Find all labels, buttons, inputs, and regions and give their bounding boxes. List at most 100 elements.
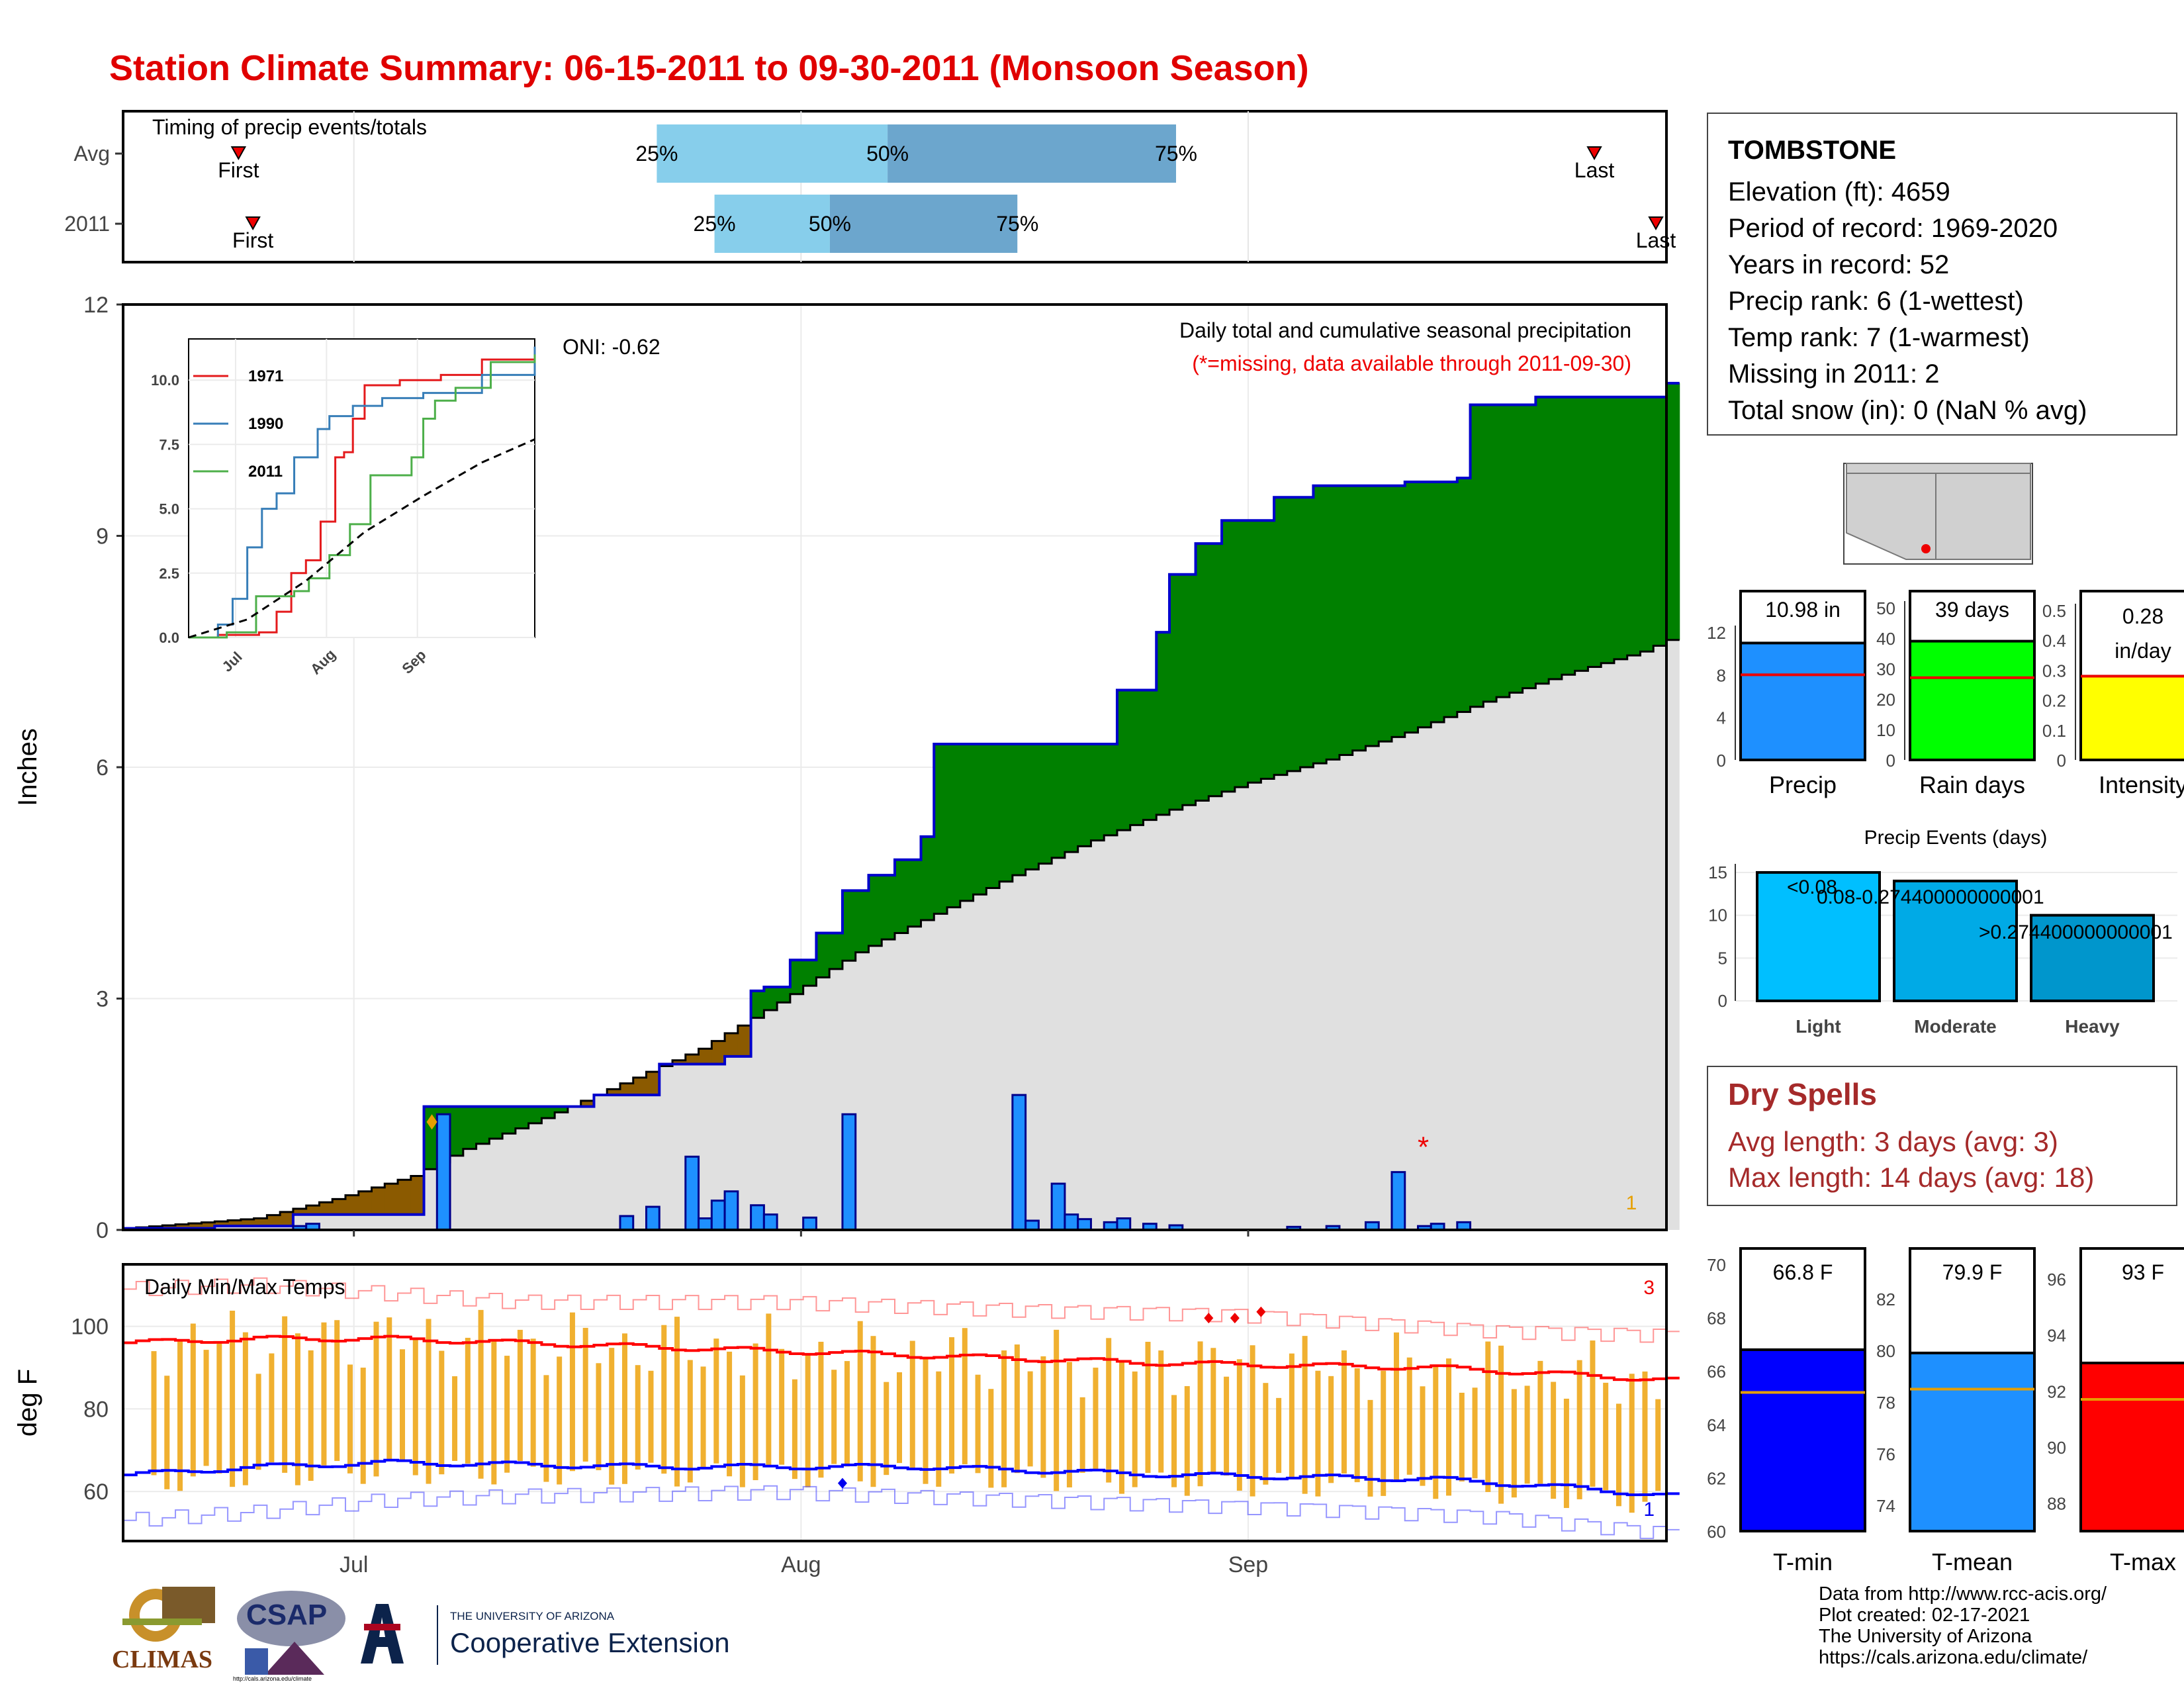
daily-temp-range-bar bbox=[988, 1389, 994, 1488]
above-normal-area bbox=[1549, 397, 1563, 679]
above-normal-area bbox=[1143, 690, 1157, 820]
temp-small-ytick-label: 66 bbox=[1707, 1362, 1726, 1382]
last-label: Last bbox=[1574, 158, 1615, 182]
above-normal-area bbox=[1208, 543, 1222, 796]
normal-precip-area bbox=[123, 639, 1680, 1230]
dry-spells-box: Dry Spells Avg length: 3 days (avg: 3) M… bbox=[1707, 1066, 2177, 1206]
daily-temp-range-bar bbox=[1132, 1371, 1138, 1487]
above-normal-area bbox=[1339, 485, 1353, 755]
daily-temp-range-bar bbox=[1590, 1340, 1596, 1487]
below-normal-area bbox=[188, 1223, 203, 1229]
temp-small-ytick-label: 90 bbox=[2047, 1438, 2066, 1458]
last-marker-icon bbox=[1648, 216, 1664, 231]
above-normal-area bbox=[1038, 744, 1052, 864]
daily-temp-range-bar bbox=[727, 1351, 733, 1477]
temp-missing-max: 3 bbox=[1643, 1277, 1655, 1299]
temp-missing-min: 1 bbox=[1643, 1499, 1655, 1521]
last-marker-icon bbox=[1586, 146, 1602, 161]
first-label: First bbox=[232, 228, 273, 252]
small-ytick-label: 0 bbox=[1717, 751, 1726, 771]
climas-logo-text: CLIMAS bbox=[112, 1646, 213, 1673]
temp-value-bar bbox=[2079, 1362, 2184, 1532]
daily-temp-range-bar bbox=[387, 1317, 392, 1462]
ua-line2: Cooperative Extension bbox=[450, 1627, 730, 1658]
precip-panel-border bbox=[122, 303, 1668, 1231]
below-normal-area bbox=[725, 1033, 739, 1056]
daily-temp-range-bar bbox=[1210, 1348, 1216, 1474]
temp-ytick-label: 100 bbox=[71, 1315, 109, 1340]
station-line: Years in record: 52 bbox=[1728, 250, 1950, 279]
above-normal-area bbox=[1561, 397, 1576, 675]
small-ytick-label: 8 bbox=[1717, 665, 1726, 685]
climas-logo: CLIMAS bbox=[109, 1579, 218, 1678]
timing-row-label: 2011 bbox=[64, 212, 110, 236]
daily-temp-range-bar bbox=[557, 1356, 563, 1485]
oni-label: ONI: -0.62 bbox=[563, 335, 660, 359]
daily-temp-range-bar bbox=[255, 1374, 261, 1470]
daily-temp-range-bar bbox=[1184, 1385, 1190, 1496]
daily-precip-bar bbox=[841, 1113, 857, 1231]
daily-temp-range-bar bbox=[1498, 1345, 1504, 1504]
above-normal-area bbox=[528, 1106, 542, 1123]
daily-temp-range-bar bbox=[1118, 1362, 1124, 1494]
timing-pct-label: 75% bbox=[1155, 142, 1197, 165]
event-bar bbox=[1893, 879, 2018, 1002]
small-ytick-label: 12 bbox=[1707, 623, 1726, 643]
daily-temp-range-bar bbox=[1014, 1344, 1020, 1474]
credit-line: Plot created: 02-17-2021 bbox=[1819, 1605, 2030, 1626]
csap-cloud-icon bbox=[237, 1591, 345, 1646]
above-normal-area bbox=[882, 875, 895, 940]
inset-ytick-label: 2.5 bbox=[159, 565, 179, 582]
inset-legend-label: 1990 bbox=[248, 415, 283, 433]
above-normal-area bbox=[842, 890, 856, 961]
daily-temp-range-bar bbox=[621, 1333, 627, 1484]
daily-temp-range-bar bbox=[609, 1348, 615, 1485]
above-normal-area bbox=[1404, 481, 1419, 733]
daily-temp-range-bar bbox=[334, 1320, 340, 1462]
above-normal-area bbox=[1234, 520, 1249, 788]
daily-temp-range-bar bbox=[1524, 1385, 1530, 1484]
small-ytick-label: 30 bbox=[1876, 659, 1895, 679]
above-normal-area bbox=[476, 1106, 490, 1144]
above-normal-area bbox=[1588, 397, 1602, 667]
timing-pct-label: 25% bbox=[694, 212, 736, 236]
daily-temp-range-bar bbox=[530, 1338, 536, 1467]
temp-category-label: T-mean bbox=[1932, 1548, 2013, 1575]
above-normal-area bbox=[424, 1106, 437, 1170]
station-line: Elevation (ft): 4659 bbox=[1728, 177, 1950, 207]
above-normal-area bbox=[1104, 744, 1118, 835]
below-normal-area bbox=[214, 1221, 228, 1227]
above-normal-area bbox=[921, 836, 934, 921]
timing-row-label: Avg bbox=[73, 142, 110, 165]
above-normal-area bbox=[1509, 404, 1524, 693]
daily-temp-range-bar bbox=[282, 1316, 288, 1473]
small-ytick-label: 0.3 bbox=[2042, 661, 2066, 680]
above-normal-area bbox=[1091, 744, 1105, 841]
inset-ytick-label: 7.5 bbox=[159, 436, 179, 453]
value-bar bbox=[1909, 639, 2036, 761]
utah-shape bbox=[1846, 463, 2031, 474]
daily-temp-range-bar bbox=[635, 1365, 641, 1470]
small-ytick-label: 0 bbox=[2057, 751, 2066, 771]
csap-logo-text: CSAP bbox=[246, 1599, 328, 1631]
daily-temp-range-bar bbox=[1615, 1403, 1621, 1507]
station-location-marker bbox=[1921, 544, 1931, 553]
daily-temp-range-bar bbox=[439, 1350, 445, 1475]
daily-temp-range-bar bbox=[308, 1350, 314, 1481]
precip-ylabel: Inches bbox=[13, 728, 42, 806]
daily-temp-range-bar bbox=[844, 1361, 850, 1467]
daily-precip-bar bbox=[619, 1215, 635, 1231]
cumulative-precip-line bbox=[123, 381, 1680, 1230]
temp-value-bar bbox=[1739, 1348, 1866, 1532]
daily-temp-range-bar bbox=[1655, 1399, 1661, 1491]
climas-block-icon bbox=[162, 1587, 215, 1623]
above-normal-area bbox=[1116, 690, 1131, 831]
daily-precip-bar bbox=[1024, 1219, 1040, 1231]
below-normal-area bbox=[737, 1025, 752, 1056]
category-label: Intensity bbox=[2099, 771, 2184, 798]
below-normal-area bbox=[698, 1049, 712, 1064]
last-label: Last bbox=[1636, 228, 1676, 252]
daily-temp-range-bar bbox=[1433, 1364, 1439, 1499]
daily-precip-bar bbox=[698, 1217, 713, 1231]
daily-precip-bar bbox=[645, 1205, 660, 1231]
